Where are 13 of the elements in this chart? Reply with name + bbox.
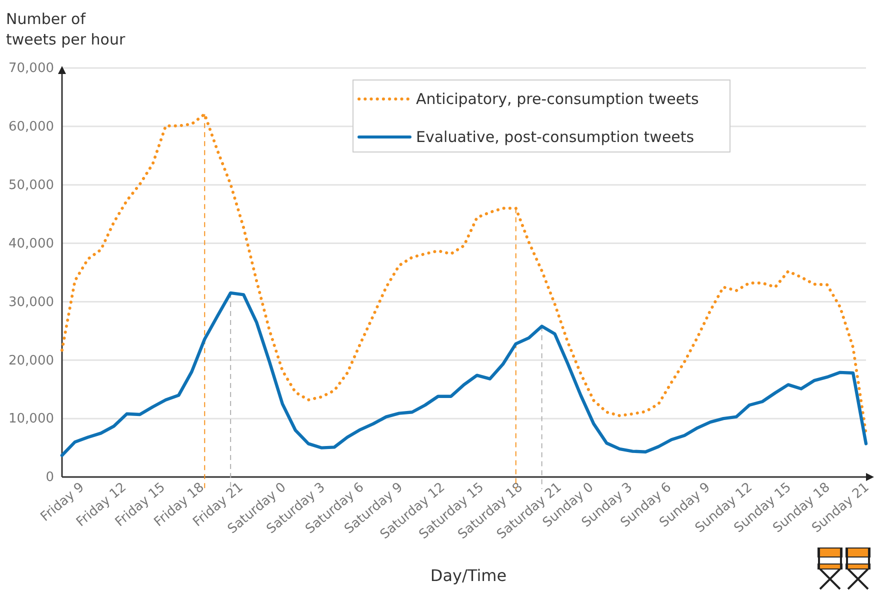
x-axis-title: Day/Time bbox=[430, 566, 507, 585]
y-tick-label: 50,000 bbox=[8, 178, 54, 194]
y-tick-label: 30,000 bbox=[8, 294, 54, 310]
y-tick-label: 70,000 bbox=[8, 61, 54, 76]
y-tick-label: 20,000 bbox=[8, 353, 54, 368]
line-series bbox=[60, 291, 868, 457]
y-tick-label: 10,000 bbox=[8, 412, 54, 427]
legend-label: Anticipatory, pre-consumption tweets bbox=[416, 90, 699, 108]
y-axis-title: Number of tweets per hour bbox=[6, 10, 126, 48]
y-tick-label: 60,000 bbox=[8, 120, 54, 135]
legend-label: Evaluative, post-consumption tweets bbox=[416, 128, 694, 146]
y-tick-label: 0 bbox=[46, 470, 54, 486]
y-tick-label: 40,000 bbox=[8, 236, 54, 252]
